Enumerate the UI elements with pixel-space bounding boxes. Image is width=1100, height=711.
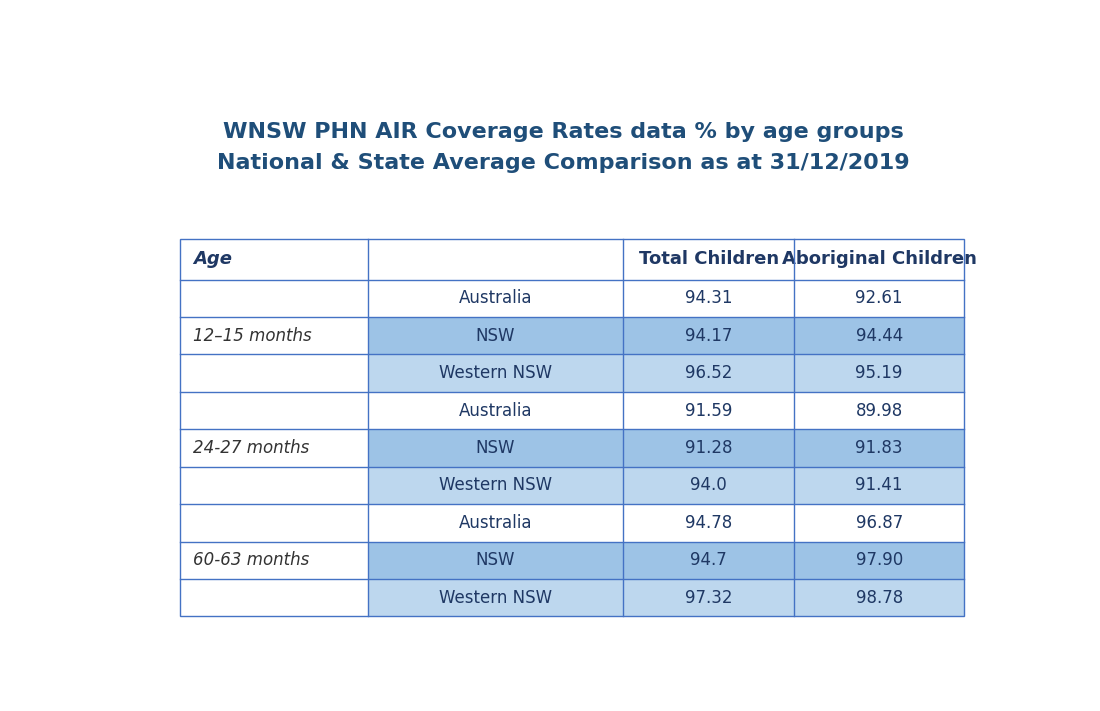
Text: NSW: NSW xyxy=(476,439,515,457)
Text: National & State Average Comparison as at 31/12/2019: National & State Average Comparison as a… xyxy=(218,153,910,173)
Text: 91.28: 91.28 xyxy=(685,439,733,457)
Text: 24-27 months: 24-27 months xyxy=(192,439,309,457)
Text: Western NSW: Western NSW xyxy=(439,364,552,383)
Bar xyxy=(794,504,965,542)
Bar xyxy=(794,466,965,504)
Text: 94.17: 94.17 xyxy=(685,327,733,345)
Bar xyxy=(624,279,794,317)
Text: Australia: Australia xyxy=(459,402,532,419)
Text: 97.32: 97.32 xyxy=(685,589,733,606)
Bar xyxy=(794,355,965,392)
Text: 60-63 months: 60-63 months xyxy=(192,551,309,570)
Text: Australia: Australia xyxy=(459,289,532,307)
Bar xyxy=(794,429,965,466)
Bar xyxy=(624,466,794,504)
Text: 95.19: 95.19 xyxy=(856,364,903,383)
Bar xyxy=(794,579,965,616)
Text: 94.7: 94.7 xyxy=(691,551,727,570)
Bar xyxy=(624,429,794,466)
Text: Age: Age xyxy=(192,250,232,268)
Text: 91.59: 91.59 xyxy=(685,402,733,419)
Bar xyxy=(624,355,794,392)
Text: 96.52: 96.52 xyxy=(685,364,733,383)
Text: 94.0: 94.0 xyxy=(691,476,727,494)
Bar xyxy=(794,317,965,355)
Text: 96.87: 96.87 xyxy=(856,514,903,532)
Bar xyxy=(367,392,624,429)
Bar xyxy=(367,355,624,392)
Bar xyxy=(367,504,624,542)
Bar xyxy=(794,542,965,579)
Bar xyxy=(624,504,794,542)
Text: 97.90: 97.90 xyxy=(856,551,903,570)
Text: 98.78: 98.78 xyxy=(856,589,903,606)
Bar xyxy=(367,579,624,616)
Bar xyxy=(367,542,624,579)
Bar xyxy=(367,466,624,504)
Text: Western NSW: Western NSW xyxy=(439,476,552,494)
Bar xyxy=(624,579,794,616)
Text: 91.41: 91.41 xyxy=(856,476,903,494)
Text: NSW: NSW xyxy=(476,551,515,570)
Text: 91.83: 91.83 xyxy=(856,439,903,457)
Text: Aboriginal Children: Aboriginal Children xyxy=(782,250,977,268)
Bar xyxy=(624,392,794,429)
Text: 94.31: 94.31 xyxy=(685,289,733,307)
Bar xyxy=(624,317,794,355)
Bar xyxy=(624,542,794,579)
Bar xyxy=(794,392,965,429)
Bar xyxy=(794,279,965,317)
Bar xyxy=(367,279,624,317)
Text: Western NSW: Western NSW xyxy=(439,589,552,606)
Text: 12–15 months: 12–15 months xyxy=(192,327,311,345)
Text: WNSW PHN AIR Coverage Rates data % by age groups: WNSW PHN AIR Coverage Rates data % by ag… xyxy=(223,122,904,142)
Bar xyxy=(367,317,624,355)
Text: NSW: NSW xyxy=(476,327,515,345)
Text: 92.61: 92.61 xyxy=(856,289,903,307)
Text: Total Children: Total Children xyxy=(639,250,779,268)
Text: 89.98: 89.98 xyxy=(856,402,903,419)
Text: 94.44: 94.44 xyxy=(856,327,903,345)
Text: Australia: Australia xyxy=(459,514,532,532)
Text: 94.78: 94.78 xyxy=(685,514,733,532)
Bar xyxy=(367,429,624,466)
